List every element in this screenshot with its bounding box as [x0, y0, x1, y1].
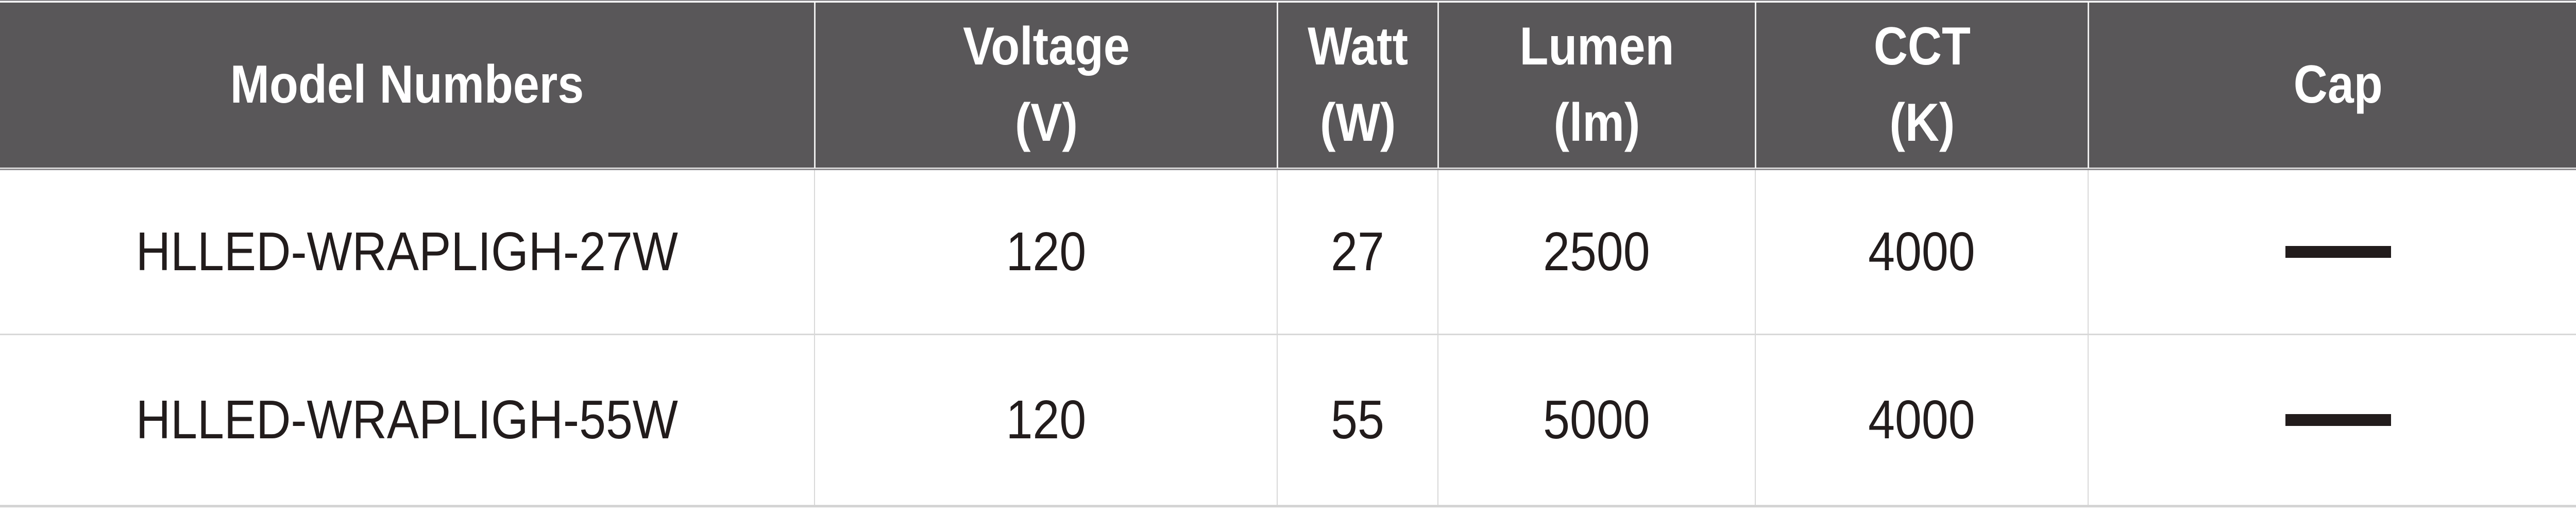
table-top-border — [0, 0, 2576, 1]
table-top-gap — [0, 1, 2576, 3]
cell-voltage: 120 — [814, 170, 1277, 334]
cell-cct: 4000 — [1755, 335, 2088, 505]
header-cell-lumen: Lumen (lm) — [1437, 3, 1755, 168]
cell-watt: 55 — [1277, 335, 1437, 505]
header-label: Watt (W) — [1308, 17, 1408, 153]
header-cell-watt: Watt (W) — [1277, 3, 1437, 168]
dash-icon — [2285, 246, 2391, 258]
row-divider — [0, 334, 2576, 335]
header-cell-voltage: Voltage (V) — [814, 3, 1277, 168]
header-label: CCT (K) — [1873, 17, 1971, 153]
cell-cap — [2088, 335, 2576, 505]
header-cell-cct: CCT (K) — [1755, 3, 2088, 168]
table-row: HLLED-WRAPLIGH-55W 120 55 5000 4000 915*… — [0, 335, 2576, 505]
cell-model: HLLED-WRAPLIGH-55W — [135, 389, 679, 450]
table-bottom-border — [0, 505, 2576, 507]
table-header-row: Model Numbers Voltage (V) Watt (W) Lumen (l… — [0, 3, 2576, 168]
header-cell-model-numbers: Model Numbers — [0, 3, 814, 168]
cell-cap — [2088, 170, 2576, 334]
dash-icon — [2285, 414, 2391, 426]
cell-lumen: 2500 — [1437, 170, 1755, 334]
cell-model: HLLED-WRAPLIGH-27W — [135, 221, 679, 282]
cell-watt: 27 — [1277, 170, 1437, 334]
table-row: HLLED-WRAPLIGH-27W 120 27 2500 4000 609*… — [0, 170, 2576, 334]
header-label: Voltage (V) — [962, 17, 1130, 153]
header-label: Model Numbers — [230, 55, 584, 115]
header-cell-cap: Cap — [2088, 3, 2576, 168]
cell-cct: 4000 — [1755, 170, 2088, 334]
header-divider-dark — [0, 169, 2576, 170]
header-label: Lumen (lm) — [1519, 17, 1674, 153]
cell-lumen: 5000 — [1437, 335, 1755, 505]
header-label: Cap — [2294, 55, 2383, 115]
cell-voltage: 120 — [814, 335, 1277, 505]
header-divider-light — [0, 168, 2576, 169]
